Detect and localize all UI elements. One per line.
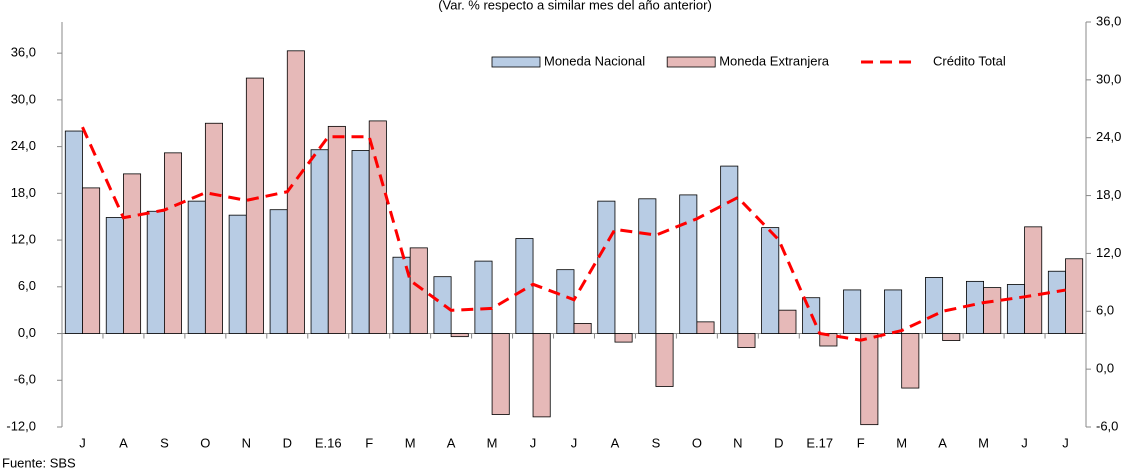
bar	[720, 165, 739, 334]
y2-tick-label: 18,0	[1096, 187, 1121, 202]
bar	[146, 210, 165, 334]
bar	[884, 289, 903, 334]
bar	[368, 120, 387, 334]
legend-label: Moneda Extranjera	[719, 53, 830, 68]
y-tick-label: 18,0	[11, 185, 36, 200]
y2-tick-label: 24,0	[1096, 129, 1121, 144]
bar	[1006, 284, 1025, 334]
source: Fuente: SBS	[2, 455, 76, 470]
bar	[310, 149, 329, 334]
y2-tick-label: 30,0	[1096, 71, 1121, 86]
bar	[491, 333, 510, 415]
x-tick-label: N	[242, 435, 251, 450]
bar	[228, 214, 247, 334]
x-tick-label: A	[611, 435, 620, 450]
bar	[286, 50, 305, 334]
bar	[737, 333, 756, 348]
chart-subtitle: (Var. % respecto a similar mes del año a…	[438, 0, 712, 12]
x-tick-label: J	[1062, 435, 1069, 450]
x-tick-label: N	[733, 435, 742, 450]
x-tick-label: D	[774, 435, 783, 450]
bar	[269, 209, 288, 334]
bar	[983, 287, 1002, 334]
legend-label: Moneda Nacional	[544, 53, 645, 68]
bar	[474, 260, 493, 334]
x-tick-label: J	[530, 435, 537, 450]
x-tick-label: O	[692, 435, 702, 450]
y2-tick-label: 0,0	[1096, 361, 1114, 376]
legend-swatch	[491, 56, 541, 68]
x-tick-label: A	[447, 435, 456, 450]
y2-tick-label: 6,0	[1096, 303, 1114, 318]
bar	[556, 269, 575, 334]
y-tick-label: 36,0	[11, 45, 36, 60]
bar	[573, 323, 592, 334]
x-tick-label: A	[938, 435, 947, 450]
bar	[163, 152, 183, 334]
x-tick-label: E.17	[806, 435, 833, 450]
bar	[245, 77, 264, 334]
y-tick-label: -6,0	[14, 372, 36, 387]
x-tick-label: J	[571, 435, 578, 450]
bar	[187, 200, 206, 334]
bar	[409, 247, 428, 334]
bar	[433, 276, 452, 334]
y-tick-label: 12,0	[11, 232, 36, 247]
bar	[532, 333, 551, 418]
x-tick-label: A	[119, 435, 128, 450]
bar	[1047, 270, 1066, 334]
bar	[761, 227, 780, 334]
bar	[638, 198, 657, 334]
x-tick-label: O	[200, 435, 210, 450]
bar	[925, 277, 944, 334]
x-tick-label: S	[652, 435, 661, 450]
y-tick-label: 30,0	[11, 91, 36, 106]
bar	[1065, 258, 1084, 334]
bar	[901, 333, 920, 389]
x-tick-label: F	[857, 435, 865, 450]
bar	[597, 200, 616, 334]
bar	[696, 321, 715, 334]
bar	[965, 280, 984, 334]
bar	[1024, 226, 1043, 334]
bar	[64, 130, 83, 334]
y2-tick-label: 36,0	[1096, 13, 1121, 28]
bar	[515, 238, 534, 334]
bar	[351, 150, 370, 334]
x-tick-label: F	[365, 435, 373, 450]
bar	[860, 333, 879, 426]
bar	[778, 309, 797, 334]
x-tick-label: M	[405, 435, 416, 450]
bar	[204, 122, 223, 334]
bar	[82, 187, 101, 334]
y-tick-label: -12,0	[6, 418, 36, 433]
y2-tick-label: 12,0	[1096, 245, 1121, 260]
x-tick-label: M	[896, 435, 907, 450]
x-tick-label: J	[1021, 435, 1028, 450]
bar	[843, 289, 862, 334]
x-tick-label: D	[283, 435, 292, 450]
y2-tick-label: -6,0	[1096, 418, 1118, 433]
legend-label: Crédito Total	[933, 53, 1006, 68]
x-tick-label: M	[487, 435, 498, 450]
bar	[614, 333, 633, 343]
y-tick-label: 0,0	[18, 325, 36, 340]
bar	[105, 217, 124, 334]
bar	[327, 125, 346, 334]
y-tick-label: 6,0	[18, 278, 36, 293]
legend-swatch	[666, 56, 716, 68]
bar	[942, 333, 961, 341]
bar	[679, 194, 698, 334]
y-tick-label: 24,0	[11, 138, 36, 153]
bar	[123, 173, 142, 334]
bar	[450, 333, 469, 338]
line-series	[81, 126, 1066, 342]
x-tick-label: J	[79, 435, 86, 450]
bar	[655, 333, 674, 387]
x-tick-label: E.16	[315, 435, 342, 450]
x-tick-label: M	[978, 435, 989, 450]
x-tick-label: S	[160, 435, 169, 450]
